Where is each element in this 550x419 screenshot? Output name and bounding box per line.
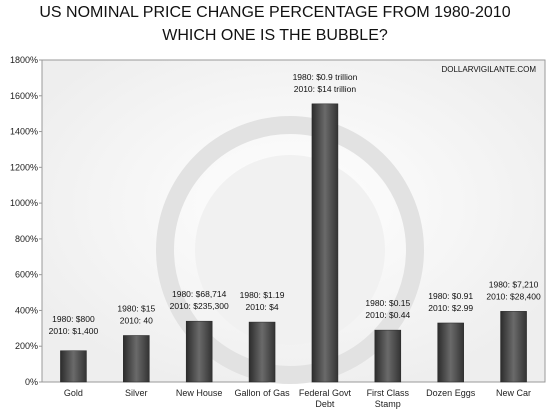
x-tick-label: Silver: [125, 388, 148, 398]
bar: [311, 103, 339, 383]
bar-annotation: 1980: $68,714: [172, 289, 227, 299]
y-tick-label: 1600%: [10, 91, 38, 101]
x-tick-label: First Class Stamp: [366, 388, 410, 409]
bar-annotation: 1980: $15: [117, 303, 155, 313]
bar-annotation: 2010: $1,400: [49, 326, 99, 336]
y-tick-label: 0%: [25, 377, 38, 387]
x-tick-label: Gallon of Gas: [234, 388, 290, 398]
x-tick-label: New House: [175, 388, 223, 398]
bar-annotation: 2010: $0.44: [365, 310, 410, 320]
bar-annotation: 1980: $800: [52, 314, 95, 324]
watermark-bomb: [156, 116, 424, 384]
watermark-text: DOLLARVIGILANTE.COM: [441, 65, 536, 74]
chart-title: US NOMINAL PRICE CHANGE PERCENTAGE FROM …: [39, 4, 510, 21]
bar-annotation: 1980: $0.9 trillion: [293, 72, 358, 82]
bar: [123, 335, 150, 383]
y-tick-label: 1800%: [10, 55, 38, 65]
bar-annotation: 2010: $2.99: [428, 303, 473, 313]
bar-annotation: 1980: $1.19: [240, 290, 285, 300]
y-tick-label: 1200%: [10, 162, 38, 172]
bar-annotation: 2010: $4: [246, 302, 279, 312]
y-tick-label: 600%: [15, 270, 38, 280]
bar-annotation: 1980: $0.15: [365, 298, 410, 308]
y-tick-label: 800%: [15, 234, 38, 244]
x-tick-label: Dozen Eggs: [426, 388, 476, 398]
bar: [437, 322, 464, 383]
bar-annotation: 1980: $0.91: [428, 291, 473, 301]
watermark-bomb-core: [195, 155, 385, 345]
bar-annotation: 2010: $14 trillion: [294, 84, 357, 94]
x-tick-label: Gold: [63, 388, 83, 398]
bar: [500, 311, 527, 383]
bar: [60, 350, 87, 383]
bar-annotation: 2010: $235,300: [170, 301, 229, 311]
y-tick-label: 400%: [15, 305, 38, 315]
bar: [374, 329, 402, 383]
x-tick-label: Federal Govt Debt: [298, 388, 351, 409]
chart-subtitle: WHICH ONE IS THE BUBBLE?: [162, 27, 388, 44]
x-tick-label: New Car: [496, 388, 532, 398]
bar: [185, 320, 213, 383]
y-tick-label: 200%: [15, 341, 38, 351]
bar-annotation: 2010: 40: [120, 315, 153, 325]
bar: [248, 321, 276, 383]
bar-annotation: 2010: $28,400: [486, 291, 541, 301]
bar-annotation: 1980: $7,210: [489, 279, 539, 289]
y-tick-label: 1000%: [10, 198, 38, 208]
y-tick-label: 1400%: [10, 127, 38, 137]
